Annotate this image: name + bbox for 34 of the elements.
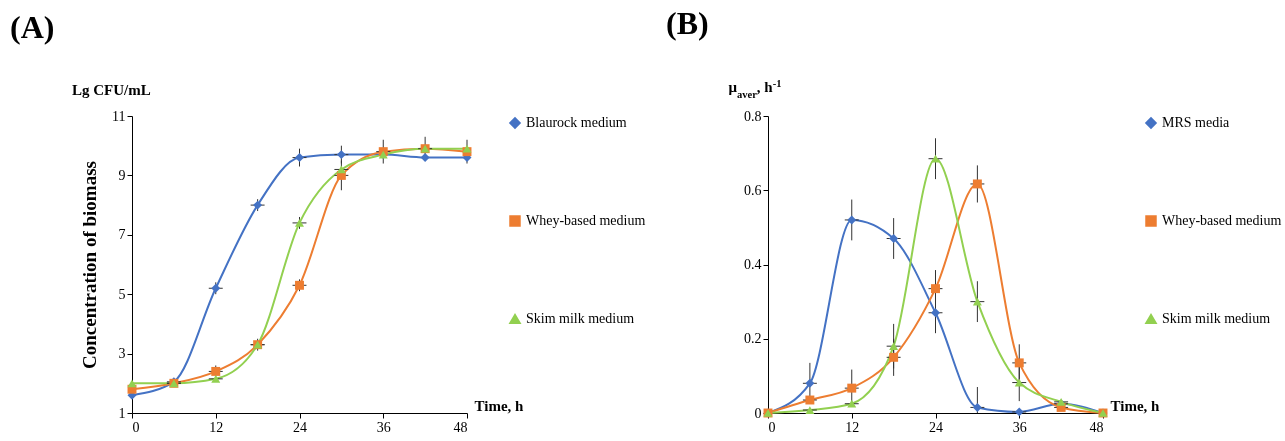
x-tick-label: 36: [376, 419, 391, 435]
x-tick-label: 48: [453, 419, 468, 435]
y-tick-label: 0.6: [744, 182, 762, 198]
x-axis-title: Time, h: [474, 397, 525, 414]
y-tick-label: 0.8: [744, 108, 762, 124]
x-axis-title: Time, h: [1110, 397, 1161, 414]
x-tick-label: 12: [845, 419, 860, 435]
y-axis-title: μ$_{aver}$, h$^{-1}$: [728, 77, 782, 99]
text: Lg CFU/mL: [72, 82, 151, 98]
y-tick-label: 1: [118, 405, 126, 421]
y-tick-label: 7: [118, 227, 126, 243]
x-tick-label: 12: [209, 419, 224, 435]
chart-title: (B): [666, 5, 709, 41]
x-tick-label: 24: [293, 419, 307, 435]
legend-label: Whey-based medium: [1162, 213, 1282, 228]
legend-label: Skim milk medium: [1162, 311, 1271, 326]
y-tick-label: 0.4: [744, 257, 762, 272]
y-tick-label: 5: [118, 286, 126, 302]
x-tick-label: 24: [929, 419, 943, 435]
legend-label: Skim milk medium: [526, 311, 635, 326]
legend-label: Blaurock medium: [526, 115, 627, 130]
y-tick-label: 0: [754, 405, 762, 421]
y-axis-title: Concentration of biomass: [79, 161, 101, 369]
y-tick-label: 3: [118, 346, 126, 362]
legend-label: MRS media: [1162, 115, 1231, 130]
y-tick-label: 9: [118, 167, 126, 183]
y-tick-label: 0.2: [744, 331, 762, 347]
y-tick-label: 11: [112, 108, 126, 124]
chart-title: (A): [10, 9, 55, 45]
x-tick-label: 0: [768, 419, 776, 435]
x-tick-label: 0: [132, 419, 140, 435]
x-tick-label: 36: [1012, 419, 1027, 435]
legend-label: Whey-based medium: [526, 213, 646, 228]
x-tick-label: 48: [1089, 419, 1104, 435]
